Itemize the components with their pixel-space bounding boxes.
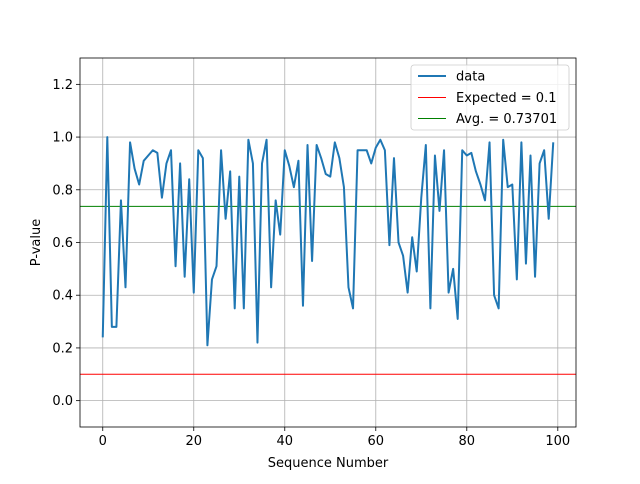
- y-axis-label: P-value: [29, 219, 44, 266]
- axis-ticks: 0 20 40 60 80 100 0.0 0.2 0.4 0.6 0.8 1.0 1.2: [52, 78, 570, 449]
- x-tick-label: 100: [545, 434, 570, 449]
- legend-label-expected: Expected = 0.1: [456, 91, 556, 106]
- x-tick-label: 20: [185, 434, 202, 449]
- data-series: [101, 136, 555, 347]
- x-tick-label: 60: [368, 434, 385, 449]
- x-axis-label: Sequence Number: [268, 456, 389, 471]
- y-tick-label: 0.6: [52, 236, 73, 251]
- legend: data Expected = 0.1 Avg. = 0.73701: [410, 64, 570, 131]
- legend-box: [410, 64, 570, 131]
- y-tick-label: 0.4: [52, 289, 73, 304]
- x-tick-label: 80: [459, 434, 476, 449]
- x-tick-label: 40: [276, 434, 293, 449]
- reference-lines: [80, 205, 576, 375]
- y-tick-label: 1.0: [52, 131, 73, 146]
- y-tick-label: 1.2: [52, 78, 73, 93]
- y-tick-label: 0.2: [52, 341, 73, 356]
- data-line: [101, 136, 555, 347]
- legend-label-data: data: [456, 70, 485, 85]
- y-tick-label: 0.8: [52, 183, 73, 198]
- legend-label-average: Avg. = 0.73701: [456, 112, 557, 127]
- x-tick-label: 0: [99, 434, 107, 449]
- y-tick-label: 0.0: [52, 394, 73, 409]
